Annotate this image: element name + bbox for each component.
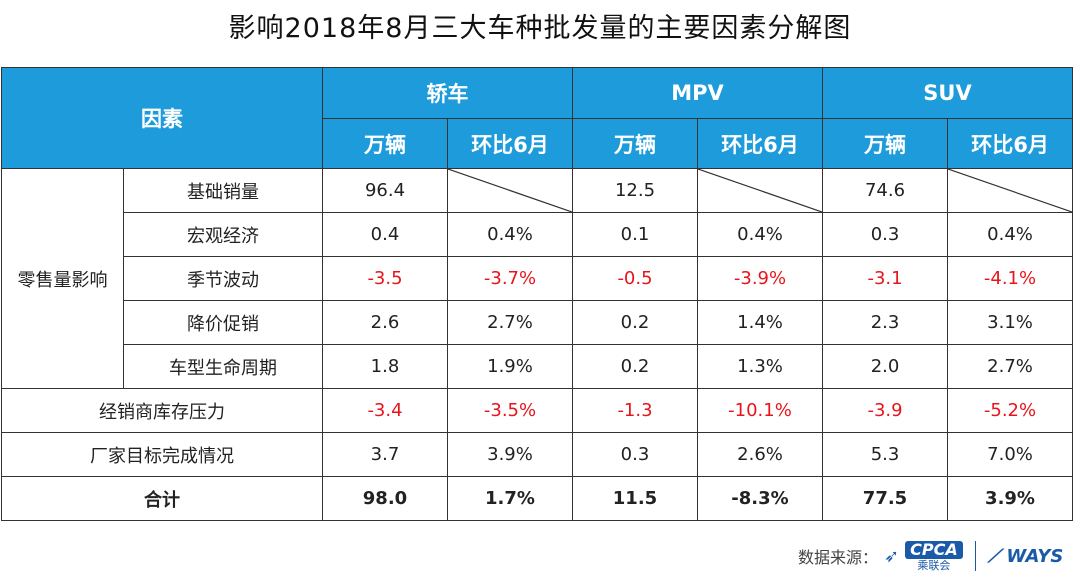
table-row: 季节波动 -3.5 -3.7% -0.5 -3.9% -3.1 -4.1% — [2, 256, 1074, 301]
logo-divider — [974, 541, 976, 571]
cell-value: 2.7% — [447, 300, 573, 345]
cpca-logo-text: CPCA — [905, 541, 963, 559]
row-label: 宏观经济 — [123, 212, 323, 257]
header-factor: 因素 — [1, 67, 323, 169]
diagonal-cell — [947, 168, 1074, 213]
data-source: 数据来源： ➶ CPCA 乘联会 ⟋ WAYS — [798, 541, 1063, 571]
cell-value: -3.9 — [822, 388, 949, 433]
row-label: 合计 — [1, 476, 323, 521]
diagonal-cell — [447, 168, 573, 213]
table-row: 降价促销 2.6 2.7% 0.2 1.4% 2.3 3.1% — [2, 300, 1074, 345]
cell-value: 2.3 — [822, 300, 949, 345]
table-row: 厂家目标完成情况 3.7 3.9% 0.3 2.6% 5.3 7.0% — [1, 432, 1074, 477]
cell-value: -3.4 — [322, 388, 448, 433]
retail-group-label: 零售量影响 — [1, 168, 124, 389]
cell-value: -8.3% — [696, 476, 824, 521]
cell-value: 7.0% — [947, 432, 1074, 477]
cell-value: 0.3 — [822, 212, 949, 257]
cell-value: 0.2 — [572, 344, 698, 389]
cell-value: 0.4 — [322, 212, 448, 257]
header-suv-units: 万辆 — [822, 118, 949, 169]
cell-value: -10.1% — [696, 388, 824, 433]
cell-value: 1.4% — [696, 300, 824, 345]
cell-value: 96.4 — [322, 168, 448, 213]
header-mpv-mom: 环比6月 — [696, 118, 824, 169]
cell-value: -3.9% — [696, 256, 824, 301]
cell-value: -4.1% — [947, 256, 1074, 301]
table-row: 宏观经济 0.4 0.4% 0.1 0.4% 0.3 0.4% — [2, 212, 1074, 257]
cell-value: 0.2 — [572, 300, 698, 345]
row-label: 经销商库存压力 — [1, 388, 323, 433]
cell-value: 5.3 — [822, 432, 949, 477]
cell-value: -0.5 — [572, 256, 698, 301]
cell-value: 2.6% — [696, 432, 824, 477]
cell-value: 3.9% — [447, 432, 573, 477]
cell-value: 1.8 — [322, 344, 448, 389]
cell-value: -3.7% — [447, 256, 573, 301]
row-label: 季节波动 — [123, 256, 323, 301]
cell-value: 1.7% — [447, 476, 573, 521]
row-label: 降价促销 — [123, 300, 323, 345]
cell-value: -5.2% — [947, 388, 1074, 433]
cell-value: 0.3 — [572, 432, 698, 477]
row-label: 车型生命周期 — [123, 344, 323, 389]
table-row: 车型生命周期 1.8 1.9% 0.2 1.3% 2.0 2.7% — [2, 344, 1074, 389]
ways-swoosh-icon: ⟋ — [987, 545, 1001, 567]
ways-logo: WAYS — [1006, 545, 1064, 567]
header-suv: SUV — [822, 67, 1074, 119]
table-row: 经销商库存压力 -3.4 -3.5% -1.3 -10.1% -3.9 -5.2… — [1, 388, 1074, 433]
row-label: 基础销量 — [123, 168, 323, 213]
cell-value: 74.6 — [822, 168, 949, 213]
cell-value: 0.1 — [572, 212, 698, 257]
cell-value: 3.7 — [322, 432, 448, 477]
header-sedan: 轿车 — [322, 67, 573, 119]
cell-value: 2.0 — [822, 344, 949, 389]
cell-value: -3.5 — [322, 256, 448, 301]
cell-value: 98.0 — [322, 476, 448, 521]
cell-value: 2.6 — [322, 300, 448, 345]
cell-value: 1.3% — [696, 344, 824, 389]
cell-value: 1.9% — [447, 344, 573, 389]
source-label: 数据来源： — [798, 548, 879, 567]
header-suv-mom: 环比6月 — [947, 118, 1074, 169]
cell-value: -3.5% — [447, 388, 573, 433]
cell-value: 3.9% — [947, 476, 1074, 521]
page-title: 影响2018年8月三大车种批发量的主要因素分解图 — [228, 13, 852, 44]
cell-value: 0.4% — [947, 212, 1074, 257]
cell-value: 77.5 — [822, 476, 949, 521]
cell-value: 11.5 — [572, 476, 698, 521]
cell-value: 12.5 — [572, 168, 698, 213]
row-label: 厂家目标完成情况 — [1, 432, 323, 477]
total-row: 合计 98.0 1.7% 11.5 -8.3% 77.5 3.9% — [1, 476, 1074, 521]
diagonal-cell — [696, 168, 824, 213]
cell-value: -1.3 — [572, 388, 698, 433]
header-sedan-mom: 环比6月 — [447, 118, 573, 169]
cell-value: 0.4% — [447, 212, 573, 257]
cell-value: 2.7% — [947, 344, 1074, 389]
cpca-swoosh-icon: ➶ — [884, 545, 900, 567]
cell-value: 3.1% — [947, 300, 1074, 345]
header-sedan-units: 万辆 — [322, 118, 448, 169]
table-row: 零售量影响 基础销量 96.4 12.5 74.6 — [1, 168, 1074, 389]
factor-table: 因素 轿车 MPV SUV 万辆 环比6月 万辆 环比6月 万辆 环比6月 零售… — [1, 67, 1074, 521]
cpca-logo: CPCA 乘联会 — [905, 541, 963, 571]
cpca-logo-sub: 乘联会 — [917, 559, 951, 572]
cell-value: 0.4% — [696, 212, 824, 257]
header-mpv: MPV — [571, 67, 824, 119]
header-mpv-units: 万辆 — [572, 118, 698, 169]
cell-value: -3.1 — [822, 256, 949, 301]
